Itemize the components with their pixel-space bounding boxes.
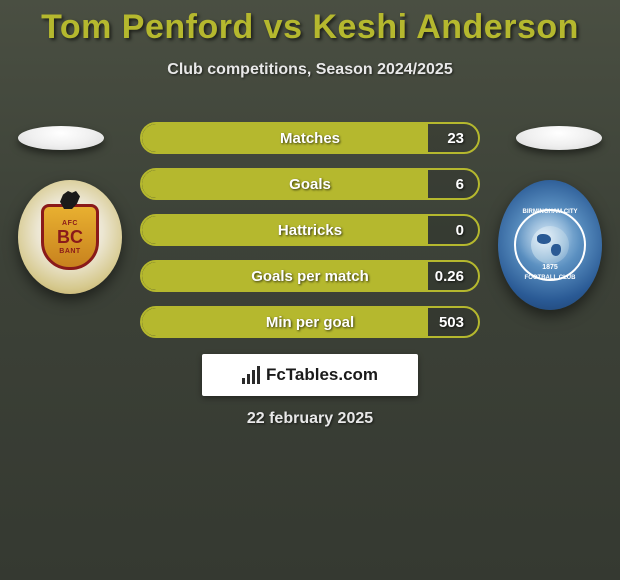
stat-value: 23: [447, 130, 464, 147]
stat-row-goals-per-match: Goals per match 0.26: [140, 260, 480, 292]
stat-row-goals: Goals 6: [140, 168, 480, 200]
stat-label: Min per goal: [142, 314, 478, 331]
club-arc-bottom: FOOTBALL CLUB: [525, 275, 576, 281]
stats-container: Matches 23 Goals 6 Hattricks 0 Goals per…: [140, 122, 480, 352]
club-arc-top: BIRMINGHAM CITY: [523, 209, 578, 215]
stat-row-min-per-goal: Min per goal 503: [140, 306, 480, 338]
stat-label: Matches: [142, 130, 478, 147]
stat-value: 0.26: [435, 268, 464, 285]
stat-label: Goals: [142, 176, 478, 193]
shield-icon: AFC BC BANT: [41, 204, 99, 270]
subtitle: Club competitions, Season 2024/2025: [0, 61, 620, 79]
stat-row-hattricks: Hattricks 0: [140, 214, 480, 246]
stat-label: Hattricks: [142, 222, 478, 239]
stat-value: 6: [456, 176, 464, 193]
stat-value: 0: [456, 222, 464, 239]
shield-main-text: BC: [57, 227, 83, 248]
player-photo-left-placeholder: [18, 126, 104, 150]
club-logo-right: BIRMINGHAM CITY 1875 FOOTBALL CLUB: [498, 180, 602, 310]
shield-bottom-text: BANT: [59, 248, 80, 255]
brand-badge: FcTables.com: [202, 354, 418, 396]
date-label: 22 february 2025: [0, 410, 620, 428]
player-photo-right-placeholder: [516, 126, 602, 150]
stat-row-matches: Matches 23: [140, 122, 480, 154]
bar-chart-icon: [242, 366, 260, 384]
page-title: Tom Penford vs Keshi Anderson: [0, 0, 620, 47]
stat-label: Goals per match: [142, 268, 478, 285]
globe-badge-icon: BIRMINGHAM CITY 1875 FOOTBALL CLUB: [514, 209, 586, 281]
globe-icon: [531, 226, 569, 264]
club-year: 1875: [542, 264, 558, 271]
brand-text: FcTables.com: [266, 365, 378, 385]
stat-value: 503: [439, 314, 464, 331]
shield-top-text: AFC: [62, 220, 78, 227]
club-logo-left: AFC BC BANT: [18, 180, 122, 294]
